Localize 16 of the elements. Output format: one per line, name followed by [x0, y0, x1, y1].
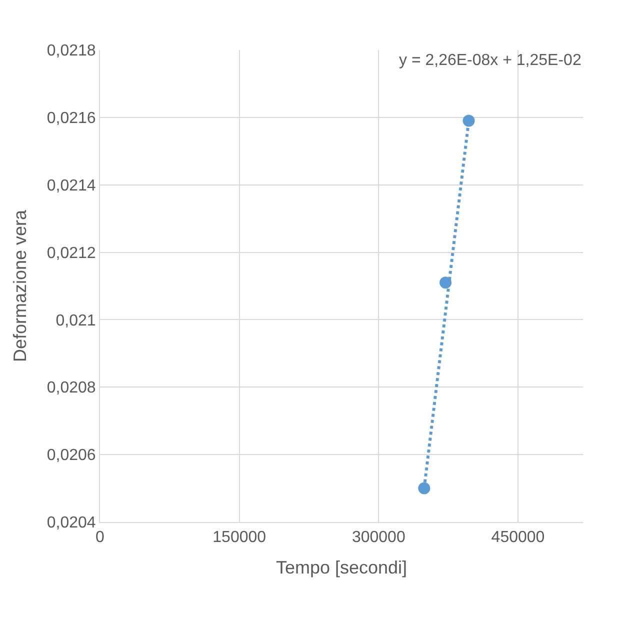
y-tick-label: 0,0208 — [46, 380, 96, 397]
y-tick-label: 0,0212 — [46, 244, 96, 262]
x-tick-label: 450000 — [491, 529, 545, 546]
annotation: y = 2,26E-08x + 1,25E-02 — [399, 52, 582, 69]
y-axis-title: Deformazione vera — [10, 208, 30, 362]
point — [418, 482, 430, 494]
x-axis-title: Tempo [secondi] — [276, 557, 408, 578]
x-tick-label: 150000 — [212, 529, 266, 546]
y-tick-label: 0,0206 — [46, 447, 96, 464]
x-tick-label: 300000 — [352, 529, 406, 546]
y-tick-label: 0,0218 — [46, 42, 96, 60]
x-tick-label: 0 — [96, 529, 105, 546]
y-tick-label: 0,021 — [56, 312, 96, 330]
y-tick-label: 0,0214 — [46, 177, 96, 194]
y-tick-label: 0,0204 — [46, 514, 96, 532]
y-tick-label: 0,0216 — [46, 110, 96, 128]
